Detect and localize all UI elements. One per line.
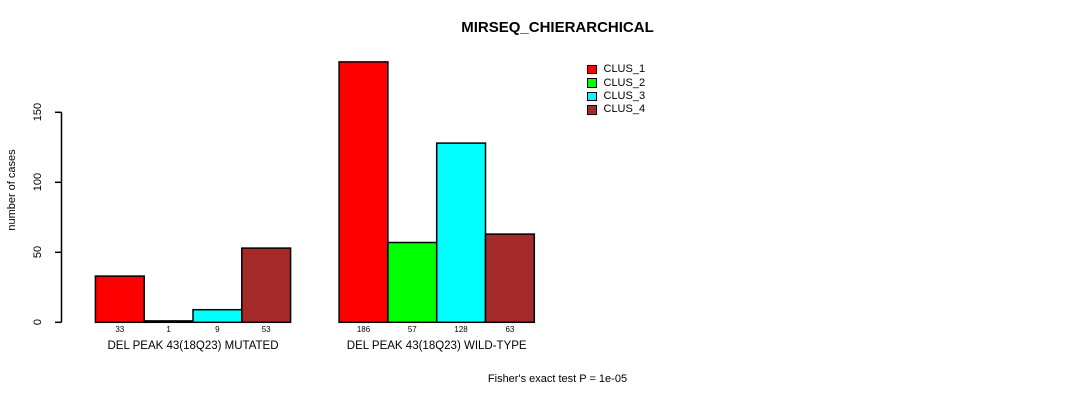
legend: CLUS_1 CLUS_2 CLUS_3 CLUS_4 xyxy=(587,63,645,117)
legend-label-clus-1: CLUS_1 xyxy=(603,63,646,76)
bar-value-label-clus_3-wild-type: 128 xyxy=(454,324,468,334)
chart-title: MIRSEQ_CHIERARCHICAL xyxy=(461,19,654,36)
legend-label-clus-4: CLUS_4 xyxy=(603,103,646,116)
bar-value-label-clus_1-mutated: 33 xyxy=(115,324,125,334)
legend-item-clus-1: CLUS_1 xyxy=(587,63,645,76)
legend-label-clus-3: CLUS_3 xyxy=(603,89,646,102)
bar-clus_1-mutated xyxy=(94,275,145,324)
bar-value-label-clus_4-wild-type: 63 xyxy=(505,324,515,334)
y-tick-label-150: 150 xyxy=(32,103,44,122)
y-tick-label-50: 50 xyxy=(32,246,44,259)
bar-value-label-clus_4-mutated: 53 xyxy=(261,324,271,334)
bar-clus_3-wild-type xyxy=(435,142,487,324)
bar-clus_4-wild-type xyxy=(484,233,536,324)
legend-item-clus-4: CLUS_4 xyxy=(587,103,645,116)
legend-swatch-clus-4 xyxy=(587,105,597,115)
legend-swatch-clus-2 xyxy=(587,78,597,88)
bar-clus_1-wild-type xyxy=(338,61,389,324)
bar-clus_2-mutated xyxy=(143,320,194,324)
bar-clus_2-wild-type xyxy=(387,241,438,324)
y-tick-label-0: 0 xyxy=(32,319,44,326)
x-category-label-mutated: DEL PEAK 43(18Q23) MUTATED xyxy=(107,339,279,352)
legend-label-clus-2: CLUS_2 xyxy=(603,76,646,89)
bar-value-label-clus_1-wild-type: 186 xyxy=(356,324,371,334)
legend-item-clus-2: CLUS_2 xyxy=(587,76,645,89)
bar-clus_3-mutated xyxy=(192,308,243,324)
legend-swatch-clus-3 xyxy=(587,91,597,102)
bar-value-label-clus_2-mutated: 1 xyxy=(166,324,171,334)
legend-swatch-clus-1 xyxy=(587,64,597,75)
x-category-label-wild-type: DEL PEAK 43(18Q23) WILD-TYPE xyxy=(346,339,527,352)
bar-value-label-clus_3-mutated: 9 xyxy=(215,324,220,334)
legend-item-clus-3: CLUS_3 xyxy=(587,90,645,103)
annotation-fisher-test: Fisher's exact test P = 1e-05 xyxy=(487,373,628,385)
bar-value-label-clus_2-wild-type: 57 xyxy=(407,324,417,334)
bar-clus_4-mutated xyxy=(241,247,292,324)
y-tick-label-100: 100 xyxy=(32,173,44,192)
